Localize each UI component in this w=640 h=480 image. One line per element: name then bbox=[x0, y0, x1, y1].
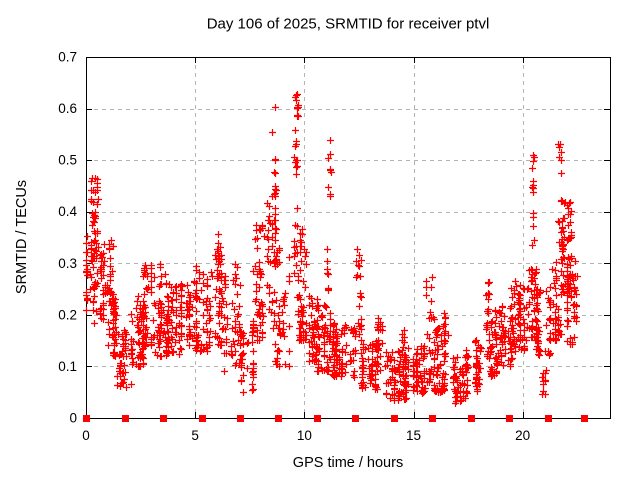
y-axis-label: SRMTID / TECUs bbox=[14, 179, 30, 295]
y-tick-label: 0.6 bbox=[58, 101, 77, 116]
x-tick-label: 10 bbox=[297, 428, 312, 443]
y-tick-label: 0.7 bbox=[58, 50, 77, 65]
zero-markers bbox=[83, 415, 588, 422]
zero-marker-square bbox=[314, 415, 321, 422]
plot-border bbox=[86, 57, 611, 419]
x-tick-label: 20 bbox=[515, 428, 530, 443]
x-tick-label: 0 bbox=[82, 428, 90, 443]
zero-marker-square bbox=[545, 415, 552, 422]
zero-marker-square bbox=[468, 415, 475, 422]
grid-lines bbox=[86, 57, 610, 418]
zero-marker-square bbox=[391, 415, 398, 422]
chart-title: Day 106 of 2025, SRMTID for receiver ptv… bbox=[206, 15, 490, 33]
x-tick-label: 5 bbox=[191, 428, 199, 443]
zero-marker-square bbox=[122, 415, 129, 422]
zero-marker-square bbox=[275, 415, 282, 422]
x-tick-labels: 0 5 10 15 20 bbox=[82, 428, 530, 443]
zero-marker-square bbox=[83, 415, 90, 422]
scatter-points bbox=[83, 91, 581, 407]
zero-marker-square bbox=[352, 415, 359, 422]
zero-marker-square bbox=[506, 415, 513, 422]
x-axis-label: GPS time / hours bbox=[292, 455, 404, 471]
y-tick-label: 0 bbox=[69, 411, 77, 426]
zero-marker-square bbox=[199, 415, 206, 422]
y-tick-labels: 0 0.1 0.2 0.3 0.4 0.5 0.6 0.7 bbox=[58, 50, 77, 426]
x-tick-label: 15 bbox=[406, 428, 421, 443]
y-tick-label: 0.2 bbox=[58, 307, 77, 322]
zero-marker-square bbox=[160, 415, 167, 422]
y-tick-label: 0.1 bbox=[58, 359, 77, 374]
zero-marker-square bbox=[237, 415, 244, 422]
zero-marker-square bbox=[581, 415, 588, 422]
zero-marker-square bbox=[429, 415, 436, 422]
y-tick-label: 0.5 bbox=[58, 153, 77, 168]
y-tick-label: 0.4 bbox=[58, 204, 77, 219]
y-tick-label: 0.3 bbox=[58, 256, 77, 271]
